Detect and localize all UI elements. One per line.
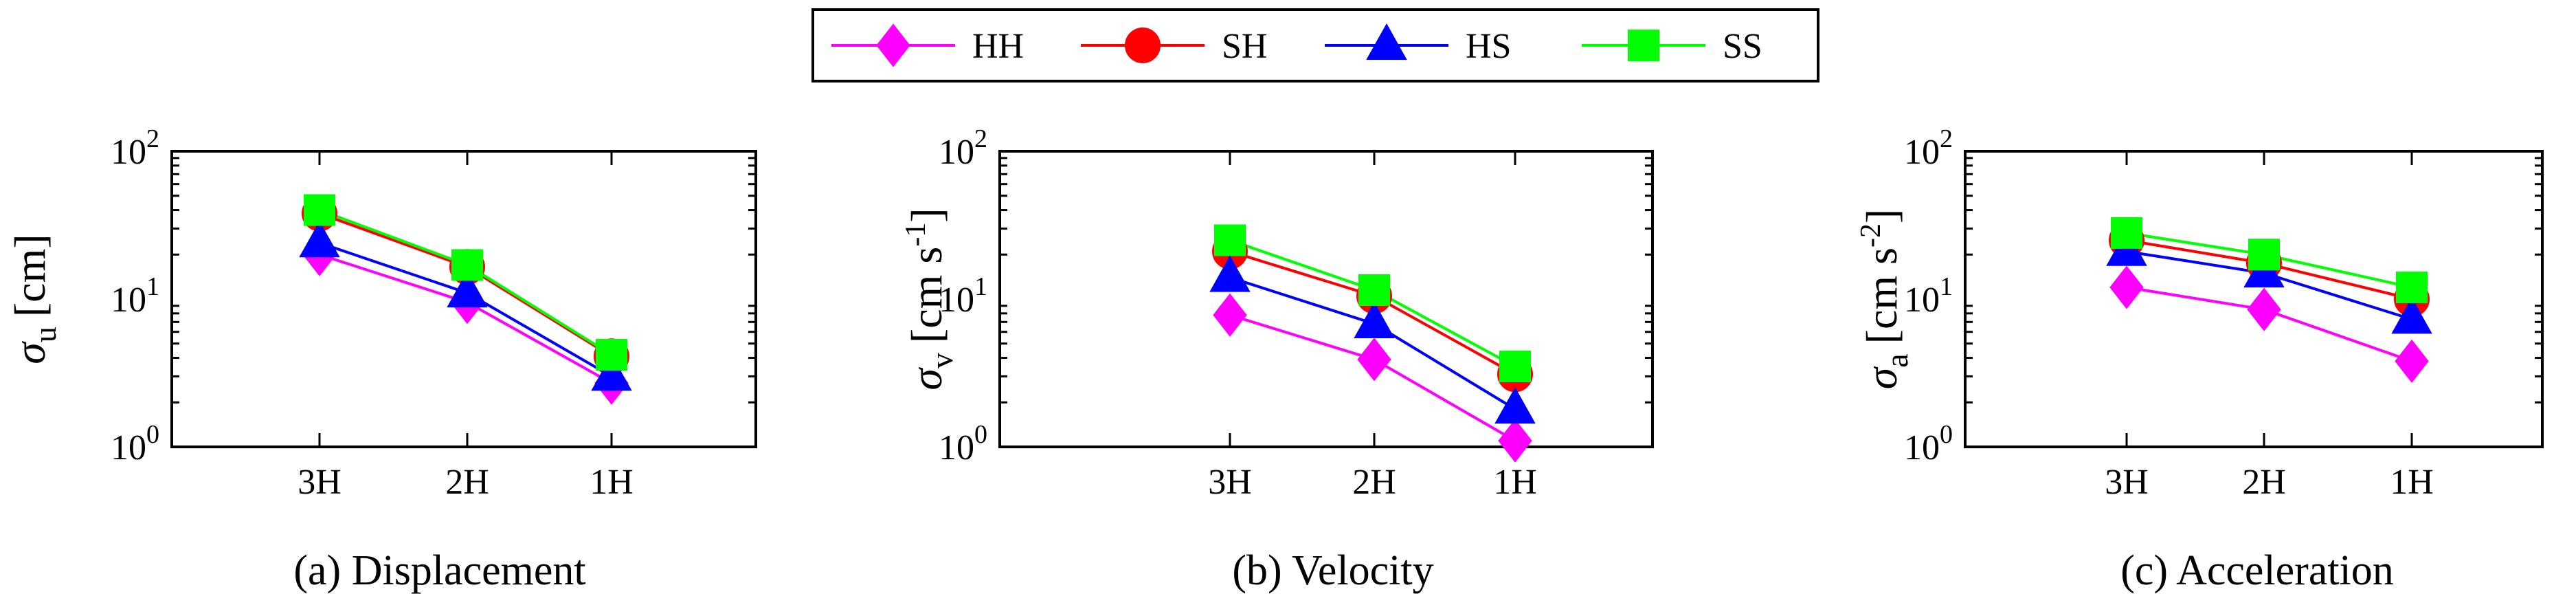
- data-point-hs: [447, 271, 488, 308]
- panel-caption: (a) Displacement: [293, 547, 585, 594]
- y-tick-label: 100: [111, 420, 159, 468]
- x-tick-label-2h: 2H: [1352, 463, 1396, 502]
- data-point-ss: [451, 249, 483, 281]
- data-point-hh: [2395, 339, 2429, 383]
- data-point-hs: [2391, 297, 2432, 334]
- legend-marker-hs: [1366, 23, 1407, 60]
- legend-label-sh: SH: [1222, 27, 1267, 66]
- y-axis-label: σv[cm s-1]: [900, 208, 959, 390]
- data-point-ss: [304, 194, 335, 226]
- x-tick-label-2h: 2H: [445, 463, 489, 502]
- y-tick-label: 100: [1904, 420, 1953, 468]
- data-point-ss: [2248, 239, 2280, 271]
- data-point-hs: [591, 354, 632, 391]
- data-point-ss: [596, 339, 627, 371]
- data-point-ss: [1358, 274, 1390, 306]
- legend-marker-ss: [1628, 30, 1659, 61]
- y-tick-label: 102: [1904, 124, 1953, 172]
- legend-label-hs: HS: [1466, 27, 1511, 66]
- chart-panel-3: 100 101 102 3H 2H 1H σa[cm s-2] (c) Acceleratio…: [1855, 124, 2544, 594]
- data-point-hh: [1213, 293, 1247, 337]
- axes-frame: [170, 150, 757, 448]
- data-point-hh: [2247, 287, 2281, 331]
- data-point-ss: [1499, 351, 1531, 383]
- legend-label-ss: SS: [1723, 27, 1762, 66]
- x-tick-label-3h: 3H: [1208, 463, 1252, 502]
- data-point-hh: [2109, 265, 2144, 309]
- panel-caption: (b) Velocity: [1232, 547, 1433, 594]
- x-tick-label-3h: 3H: [298, 463, 341, 502]
- data-point-hh: [1498, 419, 1532, 463]
- axes-frame: [1964, 150, 2544, 448]
- data-point-ss: [2396, 271, 2428, 303]
- y-tick-label: 102: [939, 124, 987, 172]
- x-tick-label-1h: 1H: [2390, 463, 2434, 502]
- y-axis-label: σa[cm s-2]: [1855, 209, 1914, 390]
- y-tick-label: 102: [111, 124, 159, 172]
- y-tick-label: 101: [939, 272, 987, 320]
- y-tick-label: 101: [111, 272, 159, 320]
- chart-panel-2: 100 101 102 3H 2H 1H σv[cm s-1] (b) Velocity: [900, 124, 1654, 594]
- data-point-ss: [2111, 217, 2142, 249]
- y-tick-label: 101: [1904, 272, 1953, 320]
- legend-label-hh: HH: [972, 27, 1024, 66]
- x-tick-label-1h: 1H: [590, 463, 634, 502]
- data-point-hs: [299, 221, 340, 258]
- data-point-hs: [1354, 301, 1395, 339]
- data-point-hs: [1494, 387, 1536, 424]
- chart-panel-1: 100 101 102 3H 2H 1H σu[cm] (a) Displacement: [5, 124, 757, 594]
- x-tick-label-2h: 2H: [2242, 463, 2286, 502]
- legend-marker-hh: [876, 23, 910, 67]
- x-tick-label-1h: 1H: [1493, 463, 1537, 502]
- y-tick-label: 100: [939, 420, 987, 468]
- data-point-ss: [1214, 224, 1246, 256]
- axes-frame: [998, 150, 1654, 448]
- y-axis-label: σu[cm]: [5, 234, 63, 364]
- x-tick-label-3h: 3H: [2105, 463, 2149, 502]
- panel-caption: (c) Acceleration: [2120, 547, 2394, 594]
- legend-marker-sh: [1125, 28, 1161, 63]
- legend: HH SH HS SS: [811, 8, 1819, 82]
- data-point-hs: [1209, 255, 1251, 292]
- data-point-hh: [1357, 338, 1391, 382]
